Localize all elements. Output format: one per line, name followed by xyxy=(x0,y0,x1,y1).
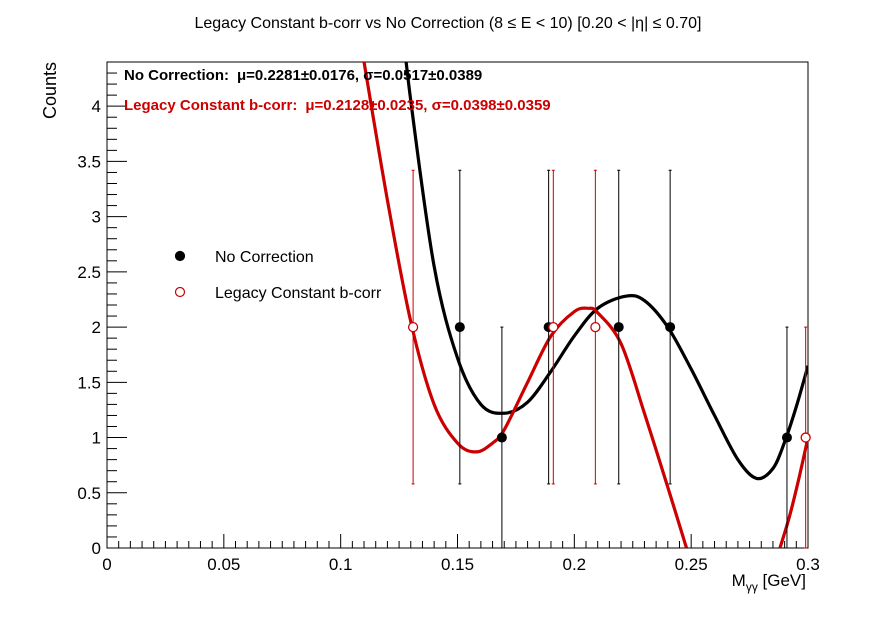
y-axis-label: Counts xyxy=(40,62,60,119)
data-point-legacy xyxy=(590,169,601,485)
marker-no-correction xyxy=(613,322,624,333)
data-point-legacy xyxy=(548,169,559,485)
y-tick-label: 4 xyxy=(92,97,101,116)
marker-no-correction xyxy=(781,432,792,443)
x-axis-label-subscript: γγ xyxy=(746,580,758,594)
plot-frame xyxy=(106,61,809,549)
x-tick-label: 0.25 xyxy=(675,555,708,574)
fit-curve-legacy xyxy=(362,62,689,548)
chart-title: Legacy Constant b-corr vs No Correction … xyxy=(194,15,701,32)
data-points-layer xyxy=(407,169,811,549)
plot-frame-layer xyxy=(106,61,809,549)
stats-params-no-correction: μ=0.2281±0.0176, σ=0.0517±0.0389 xyxy=(237,67,482,84)
marker-no-correction xyxy=(454,322,465,333)
data-point-no-correction xyxy=(454,169,465,485)
legend: No Correction Legacy Constant b-corr xyxy=(174,249,382,302)
data-point-no-correction xyxy=(496,326,507,549)
x-axis-label: Mγγ [GeV] xyxy=(732,571,806,594)
axes-layer: 0 0.05 0.1 0.15 0.2 0.25 0.3 0 0.5 1 1.5 2 2.5 3 3.5 4 xyxy=(77,61,820,574)
marker-legacy xyxy=(407,321,419,333)
marker-no-correction xyxy=(665,322,676,333)
y-tick-label: 0 xyxy=(92,539,101,558)
stats-label-legacy: Legacy Constant b-corr: xyxy=(124,97,297,114)
x-tick-label: 0 xyxy=(102,555,111,574)
data-point-no-correction xyxy=(665,169,676,485)
data-point-legacy xyxy=(800,326,811,549)
marker-legacy xyxy=(800,432,811,443)
x-tick-label: 0.15 xyxy=(441,555,474,574)
x-axis-label-unit: [GeV] xyxy=(758,571,806,590)
data-point-no-correction xyxy=(781,326,792,549)
marker-no-correction xyxy=(496,432,507,443)
marker-legacy xyxy=(590,321,601,333)
marker-legacy xyxy=(548,321,559,333)
x-tick-label: 0.3 xyxy=(796,555,820,574)
stats-label-no-correction: No Correction: xyxy=(124,67,229,84)
y-tick-label: 0.5 xyxy=(77,484,101,503)
stats-line-legacy: Legacy Constant b-corr: μ=0.2128±0.0235, … xyxy=(124,97,551,114)
x-tick-label: 0.1 xyxy=(329,555,353,574)
data-point-no-correction xyxy=(613,169,624,485)
fit-curves-layer xyxy=(362,62,808,548)
x-tick-label: 0.2 xyxy=(563,555,587,574)
stats-line-no-correction: No Correction: μ=0.2281±0.0176, σ=0.0517±… xyxy=(124,67,482,84)
fit-curve-legacy-tail xyxy=(778,437,808,548)
stats-params-legacy: μ=0.2128±0.0235, σ=0.0398±0.0359 xyxy=(305,97,550,114)
y-tick-label: 2.5 xyxy=(77,263,101,282)
legend-label-no-correction: No Correction xyxy=(215,249,314,266)
fit-stats-layer: No Correction: μ=0.2281±0.0176, σ=0.0517±… xyxy=(124,67,551,114)
y-tick-label: 1.5 xyxy=(77,373,101,392)
data-point-legacy xyxy=(407,169,419,485)
x-axis-label-main: M xyxy=(732,571,746,590)
legend-marker-legacy xyxy=(174,286,186,298)
y-tick-label: 1 xyxy=(92,429,101,448)
legend-marker-no-correction xyxy=(174,250,186,262)
y-tick-label: 3.5 xyxy=(77,152,101,171)
fit-curve-no-correction xyxy=(404,62,808,481)
y-tick-label: 3 xyxy=(92,208,101,227)
legend-label-legacy: Legacy Constant b-corr xyxy=(215,285,382,302)
x-tick-label: 0.05 xyxy=(207,555,240,574)
y-tick-label: 2 xyxy=(92,318,101,337)
